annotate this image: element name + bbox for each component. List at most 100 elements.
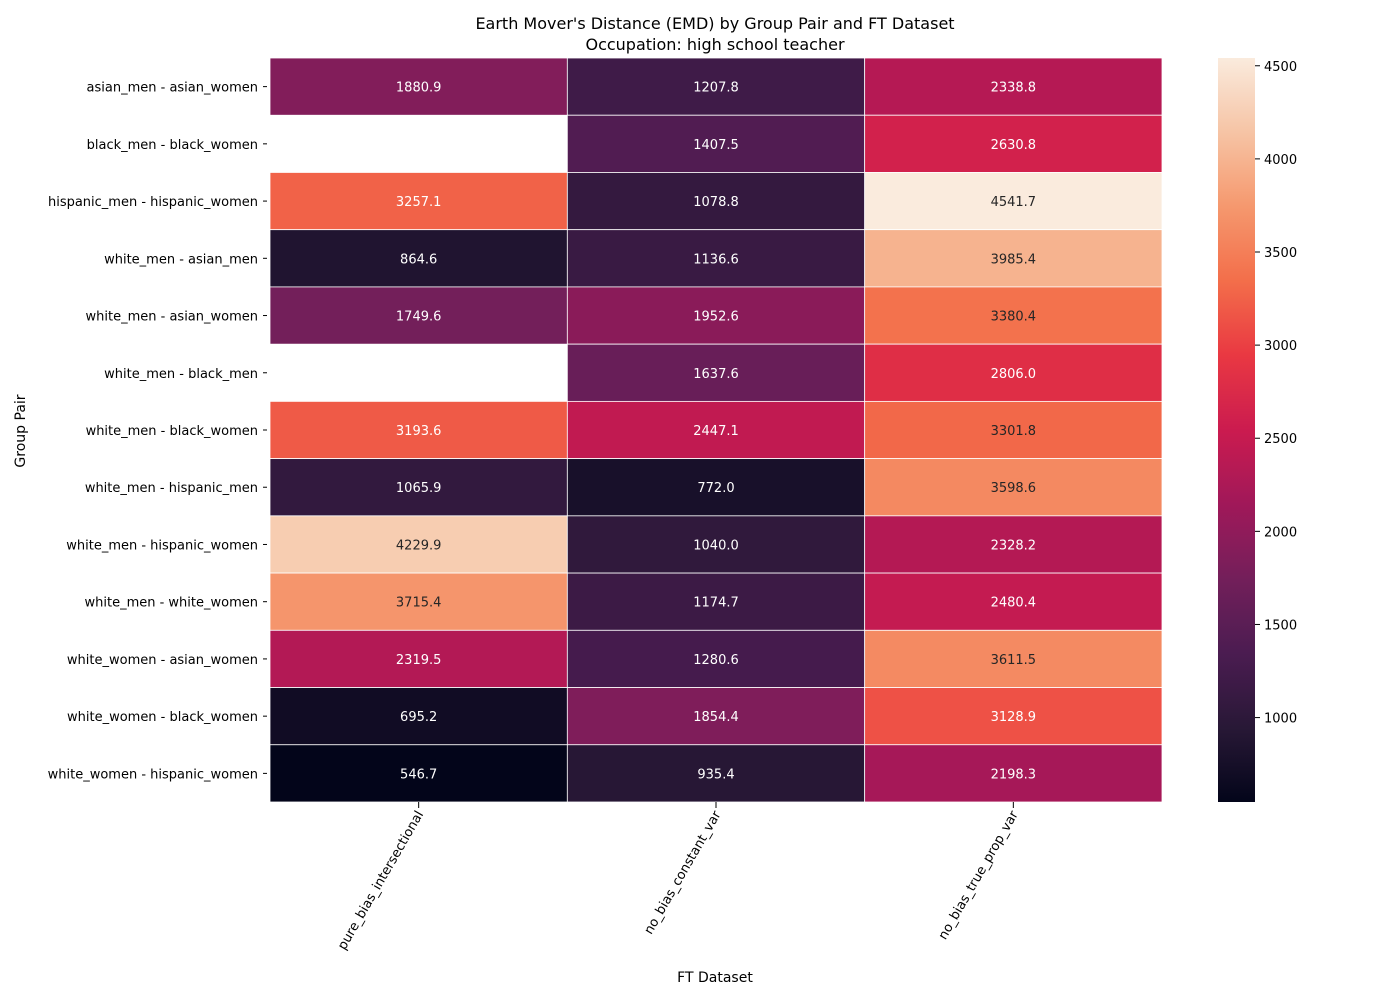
heatmap-cell [269,57,568,116]
cell-value-label: 3128.9 [991,710,1037,725]
x-tick-label: no_bias_constant_var [642,808,725,937]
colorbar-tick-label: 2500 [1264,432,1297,447]
y-tick-label: white_women - hispanic_women [48,767,258,782]
y-tick-label: white_men - asian_men [104,252,258,267]
y-tick-label: black_men - black_women [87,138,258,153]
heatmap-cell [566,343,866,402]
heatmap-cell [864,114,1163,173]
cell-value-label: 1952.6 [693,310,739,325]
colorbar-gradient [1218,58,1255,802]
x-tick-label: no_bias_true_prop_var [936,808,1022,943]
heatmap-cell [864,400,1163,460]
x-tick-label: pure_bias_intersectional [335,809,427,953]
x-axis: pure_bias_intersectional no_bias_constant… [335,802,1022,953]
cell-value-label: 2319.5 [396,653,442,668]
heatmap-cell [864,458,1163,517]
cell-value-label: 3257.1 [396,195,442,210]
cell-value-label: 3380.4 [991,310,1037,325]
cell-value-label: 935.4 [697,767,734,782]
heatmap-cell [864,572,1163,631]
cell-value-label: 1749.6 [396,310,442,325]
y-tick-label: white_men - hispanic_men [85,481,258,496]
y-tick-label: white_men - black_men [104,367,258,382]
colorbar-tick-label: 3500 [1264,246,1297,261]
cell-value-label: 864.6 [400,252,437,267]
heatmap-cell [864,172,1163,231]
y-tick-label: white_men - asian_women [86,310,258,325]
y-tick-label: white_men - hispanic_women [66,538,258,553]
cell-value-label: 2198.3 [991,767,1037,782]
cell-value-label: 1078.8 [693,195,739,210]
y-tick-label: white_men - black_women [86,424,258,439]
cell-value-label: 4229.9 [396,538,442,553]
cell-value-label: 546.7 [400,767,437,782]
heatmap-cell [269,400,568,460]
chart-subtitle: Occupation: high school teacher [585,35,844,54]
heatmap-cell [864,744,1163,803]
cell-value-label: 1637.6 [693,367,739,382]
cell-value-label: 3193.6 [396,424,442,439]
cell-value-label: 1880.9 [396,81,442,96]
chart-title: Earth Mover's Distance (EMD) by Group Pa… [475,14,954,33]
cell-value-label: 3715.4 [396,596,442,611]
heatmap-cell [566,114,866,173]
heatmap-cell [566,400,866,460]
y-tick-label: white_women - black_women [67,710,258,725]
x-axis-label: FT Dataset [677,970,753,986]
heatmap-cell [269,744,568,803]
y-tick-label: asian_men - asian_women [87,81,258,96]
colorbar-tick-label: 1500 [1264,618,1297,633]
cell-value-label: 3301.8 [991,424,1037,439]
y-tick-label: white_women - asian_women [67,653,258,668]
cell-value-label: 1065.9 [396,481,442,496]
cell-value-label: 4541.7 [991,195,1037,210]
colorbar-tick-label: 2000 [1264,525,1297,540]
colorbar: 1000 1500 2000 2500 3000 3500 4000 4500 [1218,58,1297,802]
heatmap-cell [269,629,568,688]
heatmap-cell [864,515,1163,574]
colorbar-tick-label: 4000 [1264,153,1297,168]
heatmap-cell [864,286,1163,345]
heatmap-cell [566,286,866,345]
cell-value-label: 695.2 [400,710,437,725]
cell-value-label: 3611.5 [991,653,1037,668]
colorbar-tick-label: 3000 [1264,339,1297,354]
heatmap-cell [566,229,866,288]
cell-value-label: 2447.1 [693,424,739,439]
cell-value-label: 1207.8 [693,81,739,96]
heatmap-cell [269,458,568,517]
cell-value-label: 772.0 [697,481,734,496]
heatmap-cell [566,744,866,803]
cell-value-label: 1136.6 [693,252,739,267]
cell-value-label: 2480.4 [991,596,1037,611]
heatmap-cell [864,229,1163,288]
y-tick-label: hispanic_men - hispanic_women [48,195,258,210]
heatmap-cell [269,515,568,574]
heatmap-cell [566,458,866,517]
heatmap-cell [269,286,568,345]
cell-value-label: 1040.0 [693,538,739,553]
cell-value-label: 1280.6 [693,653,739,668]
cell-value-label: 2806.0 [991,367,1037,382]
heatmap-cell [864,629,1163,688]
cell-value-label: 2328.2 [991,538,1037,553]
cell-value-label: 2338.8 [991,81,1037,96]
cell-value-label: 1174.7 [693,596,739,611]
heatmap-cells [269,57,1163,803]
y-axis: asian_men - asian_women black_men - black… [48,81,267,782]
cell-value-label: 3598.6 [991,481,1037,496]
heatmap-cell [864,57,1163,116]
cell-value-label: 2630.8 [991,138,1037,153]
colorbar-tick-label: 4500 [1264,60,1297,75]
heatmap-cell [864,343,1163,402]
y-tick-label: white_men - white_women [84,596,258,611]
cell-value-label: 1407.5 [693,138,739,153]
colorbar-tick-label: 1000 [1264,712,1297,727]
heatmap-cell-labels: 1880.9 1207.8 2338.8 1407.5 2630.8 3257.1 1078… [396,81,1036,783]
y-axis-label: Group Pair [13,394,29,467]
heatmap-cell [269,172,568,231]
heatmap-cell [566,572,866,631]
cell-value-label: 1854.4 [693,710,739,725]
cell-value-label: 3985.4 [991,252,1037,267]
